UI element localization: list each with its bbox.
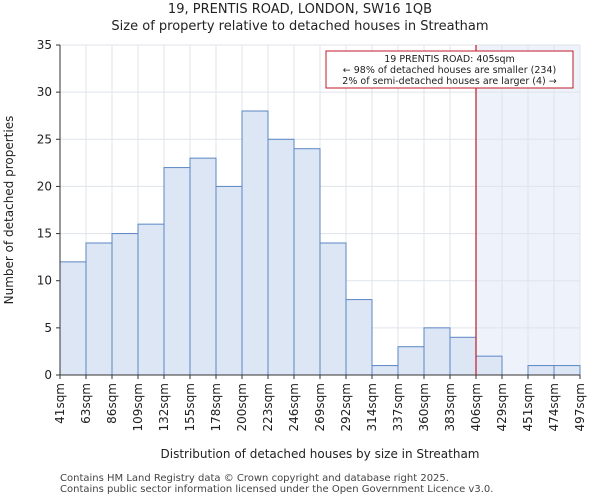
x-tick-label: 337sqm xyxy=(391,383,405,431)
histogram-bar xyxy=(85,242,113,376)
chart-subtitle: Size of property relative to detached ho… xyxy=(111,19,489,34)
y-tick-label: 20 xyxy=(37,179,52,193)
x-tick-label: 155sqm xyxy=(183,383,197,431)
histogram-bar xyxy=(137,223,165,376)
histogram-bar xyxy=(553,365,581,376)
histogram-bar xyxy=(449,336,477,376)
annotation-line-1: 19 PRENTIS ROAD: 405sqm xyxy=(384,54,515,65)
histogram-bar xyxy=(241,110,269,376)
histogram-bar xyxy=(527,365,555,376)
y-tick-label: 0 xyxy=(44,368,52,382)
x-tick-label: 86sqm xyxy=(105,383,119,424)
x-tick-label: 246sqm xyxy=(287,383,301,431)
x-tick-label: 132sqm xyxy=(157,383,171,431)
histogram-bar xyxy=(267,138,295,376)
x-tick-label: 406sqm xyxy=(469,383,483,431)
histogram-bar xyxy=(59,261,87,376)
x-tick-label: 41sqm xyxy=(53,383,67,424)
annotation-line-2: ← 98% of detached houses are smaller (23… xyxy=(343,65,556,76)
x-tick-label: 429sqm xyxy=(495,383,509,431)
x-tick-label: 474sqm xyxy=(547,383,561,431)
annotation-line-3: 2% of semi-detached houses are larger (4… xyxy=(342,76,556,87)
x-tick-label: 292sqm xyxy=(339,383,353,431)
histogram-bar xyxy=(111,233,139,376)
histogram-bar xyxy=(215,185,243,376)
x-tick-label: 497sqm xyxy=(573,383,587,431)
chart-title: 19, PRENTIS ROAD, LONDON, SW16 1QB xyxy=(167,2,433,17)
x-tick-label: 223sqm xyxy=(261,383,275,431)
histogram-bar xyxy=(371,365,399,376)
histogram-bar xyxy=(475,355,503,376)
histogram-bar xyxy=(319,242,347,376)
x-tick-label: 383sqm xyxy=(443,383,457,431)
x-tick-label: 178sqm xyxy=(209,383,223,431)
y-tick-label: 15 xyxy=(37,227,52,241)
y-tick-label: 10 xyxy=(37,274,52,288)
x-tick-label: 200sqm xyxy=(235,383,249,431)
y-axis-label: Number of detached properties xyxy=(2,116,16,305)
x-tick-label: 109sqm xyxy=(131,383,145,431)
y-tick-label: 35 xyxy=(37,38,52,52)
histogram-bar xyxy=(423,327,451,376)
histogram-bar xyxy=(397,346,425,376)
histogram-bar xyxy=(345,299,373,376)
footer-line-2: Contains public sector information licen… xyxy=(60,484,494,495)
annotation-box xyxy=(325,50,574,89)
x-axis-label: Distribution of detached houses by size … xyxy=(161,447,480,461)
footer-line-1: Contains HM Land Registry data © Crown c… xyxy=(60,473,449,484)
x-tick-label: 63sqm xyxy=(79,383,93,424)
x-tick-label: 451sqm xyxy=(521,383,535,431)
histogram-bar xyxy=(293,148,321,376)
histogram-bar xyxy=(189,157,217,376)
y-tick-label: 25 xyxy=(37,132,52,146)
x-tick-label: 269sqm xyxy=(313,383,327,431)
x-tick-label: 360sqm xyxy=(417,383,431,431)
x-tick-label: 314sqm xyxy=(365,383,379,431)
histogram-bar xyxy=(163,167,191,376)
y-tick-label: 30 xyxy=(37,85,52,99)
y-tick-label: 5 xyxy=(44,321,52,335)
